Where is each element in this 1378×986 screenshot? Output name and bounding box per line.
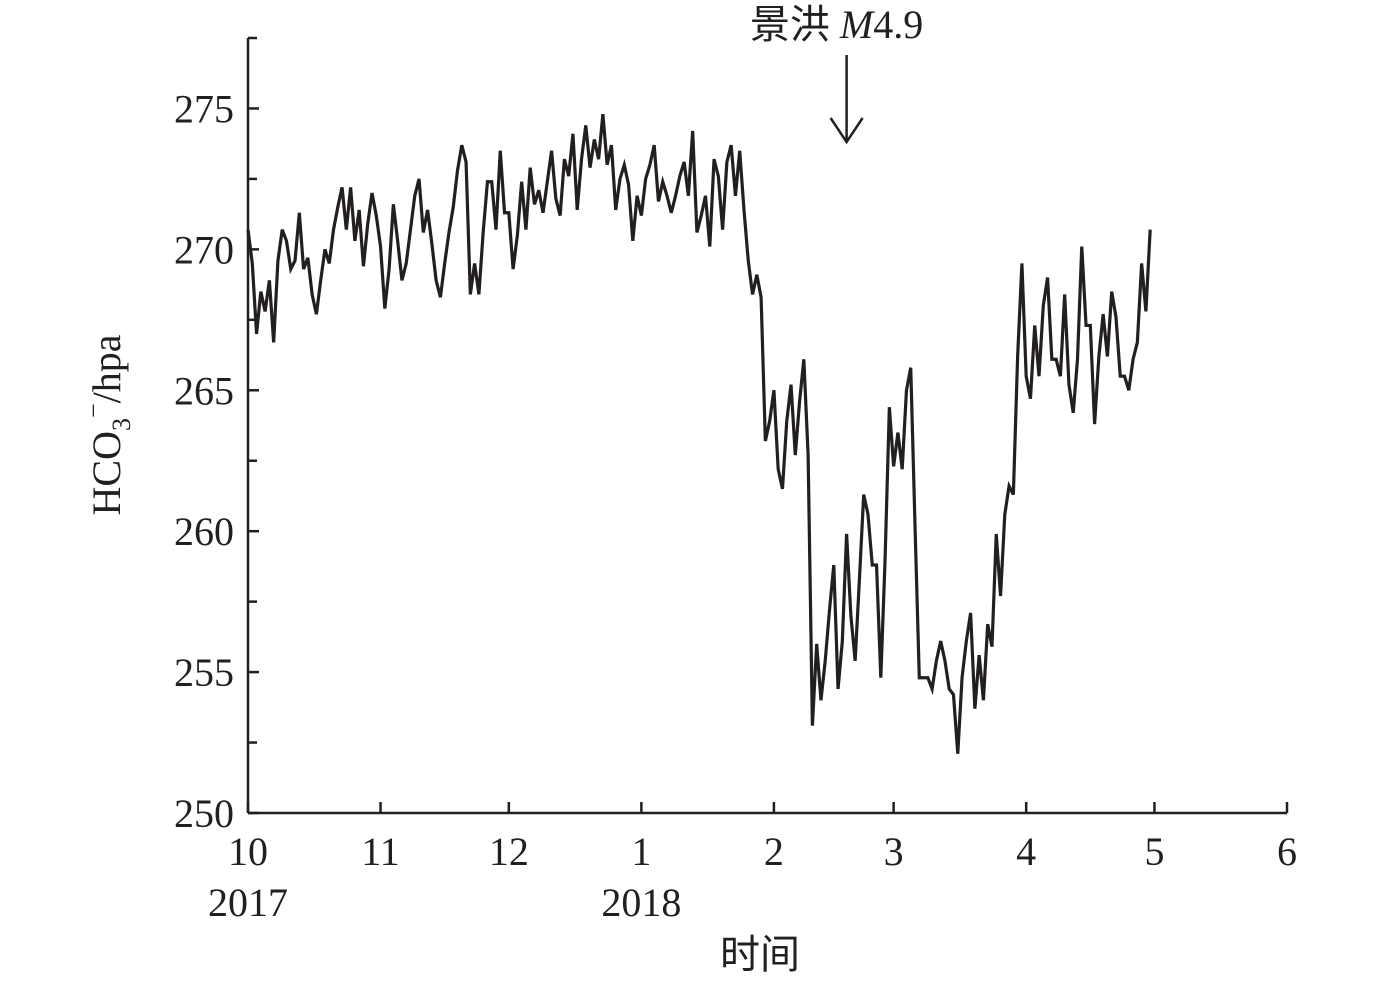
- x-tick-label: 10: [228, 829, 268, 874]
- x-tick-label: 11: [361, 829, 400, 874]
- y-tick-label: 275: [174, 86, 234, 131]
- x-tick-label: 12: [489, 829, 529, 874]
- data-line: [246, 113, 1152, 754]
- x-tick-label: 6: [1277, 829, 1297, 874]
- y-label-base: HCO: [84, 431, 129, 515]
- y-label-rest: /hpa: [84, 334, 129, 403]
- y-label-sub: 3: [107, 418, 136, 431]
- annotation-symbol: M: [839, 2, 876, 47]
- annotation-place: 景洪: [750, 2, 830, 47]
- x-tick-label: 5: [1144, 829, 1164, 874]
- y-tick-label: 255: [174, 650, 234, 695]
- annotation-magnitude: 4.9: [873, 2, 923, 47]
- x-axis-label: 时间: [720, 932, 800, 977]
- y-tick-label: 270: [174, 227, 234, 272]
- annotation-arrowhead: [829, 117, 864, 145]
- y-tick-label: 265: [174, 368, 234, 413]
- y-label-sup: −: [79, 403, 108, 418]
- y-tick-label: 250: [174, 791, 234, 836]
- year-label: 2018: [601, 880, 681, 925]
- annotation: 景洪 M4.9: [750, 2, 923, 47]
- x-tick-label: 3: [884, 829, 904, 874]
- y-tick-label: 260: [174, 509, 234, 554]
- y-axis-label: HCO3−/hpa: [79, 334, 136, 515]
- x-tick-label: 2: [764, 829, 784, 874]
- year-label: 2017: [208, 880, 288, 925]
- x-tick-label: 4: [1016, 829, 1036, 874]
- x-tick-label: 1: [631, 829, 651, 874]
